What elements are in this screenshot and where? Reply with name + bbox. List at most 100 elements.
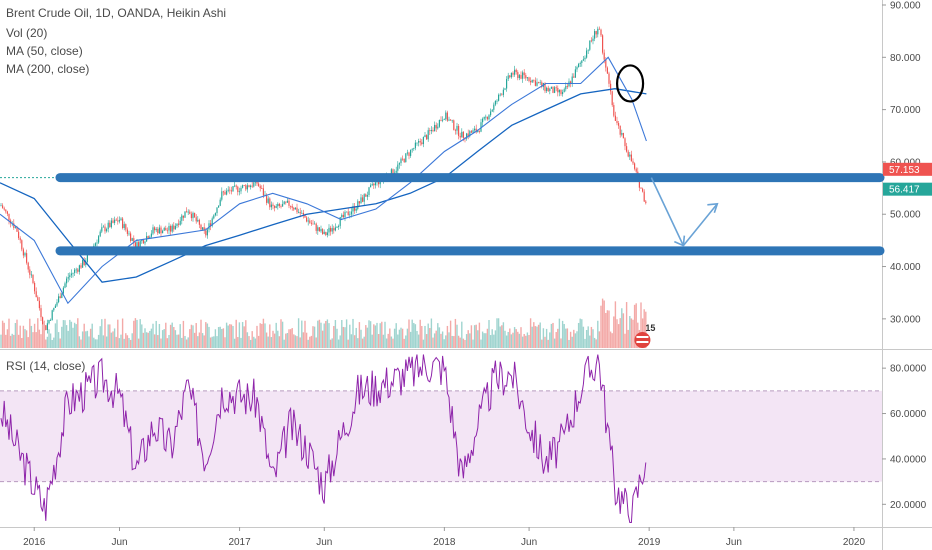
candle-body	[123, 224, 125, 229]
volume-bar	[397, 334, 399, 348]
volume-bar	[496, 318, 498, 348]
candle-body	[109, 222, 111, 228]
volume-bar	[309, 336, 311, 348]
candle-body	[584, 57, 586, 60]
volume-bar	[605, 312, 607, 348]
volume-bar	[91, 323, 93, 348]
candle-body	[290, 205, 292, 207]
candle-body	[61, 293, 63, 299]
candle-body	[342, 214, 344, 218]
event-badge-label: 15	[645, 323, 655, 333]
arrow-head-up	[707, 202, 719, 214]
candle-body	[558, 89, 560, 93]
candle-body	[298, 211, 300, 213]
volume-bar	[121, 318, 124, 348]
volume-bar	[149, 330, 151, 348]
volume-bar	[43, 321, 45, 348]
candle-body	[622, 133, 624, 139]
last-price-tag	[883, 162, 932, 176]
volume-bar	[462, 338, 465, 348]
candle-body	[22, 249, 24, 256]
candle-body	[603, 52, 605, 60]
volume-bar	[561, 320, 564, 348]
candle-body	[38, 300, 40, 309]
candle-body	[581, 60, 583, 63]
volume-bar	[40, 334, 42, 348]
candle-body	[392, 169, 394, 176]
candle-body	[331, 228, 333, 232]
volume-bar	[557, 328, 559, 348]
candle-body	[365, 194, 367, 197]
volume-bar	[89, 328, 92, 348]
volume-bar	[621, 308, 623, 348]
candle-body	[246, 185, 248, 190]
candle-body	[128, 233, 130, 235]
candle-body	[150, 233, 152, 237]
volume-bar	[581, 319, 583, 348]
volume-bar	[459, 337, 461, 348]
volume-bar	[99, 326, 101, 348]
volume-bar	[536, 326, 538, 348]
candle-body	[19, 237, 21, 241]
volume-bar	[624, 333, 626, 348]
volume-bar	[400, 327, 402, 348]
candle-body	[98, 236, 100, 243]
candle-body	[163, 228, 165, 231]
candle-body	[534, 80, 536, 86]
candle-body	[403, 158, 405, 163]
volume-bar	[371, 334, 373, 348]
candle-body	[83, 259, 85, 265]
candle-body	[197, 219, 199, 222]
candle-body	[326, 232, 328, 236]
volume-bar	[302, 332, 305, 348]
candle-body	[421, 142, 423, 145]
volume-bar	[133, 320, 135, 348]
volume-bar	[360, 329, 362, 348]
candle-body	[270, 204, 272, 208]
candle-body	[395, 170, 397, 173]
volume-bar	[1, 320, 4, 348]
candle-body	[333, 228, 335, 231]
volume-bar	[142, 332, 145, 348]
candle-body	[539, 82, 541, 84]
volume-bar	[534, 326, 537, 348]
volume-bar	[622, 313, 625, 348]
volume-bar	[539, 322, 541, 348]
volume-bar	[78, 336, 81, 348]
candle-body	[563, 89, 565, 93]
volume-bar	[145, 332, 148, 348]
candle-body	[472, 130, 474, 133]
volume-bar	[325, 320, 327, 348]
volume-bar	[645, 311, 647, 348]
candle-body	[280, 205, 282, 207]
volume-bar	[262, 318, 265, 348]
candle-body	[13, 223, 15, 228]
volume-bar	[411, 319, 413, 348]
candle-body	[206, 229, 208, 236]
volume-bar	[59, 338, 61, 348]
volume-bar	[520, 327, 522, 348]
volume-bar	[41, 324, 44, 348]
candle-body	[141, 239, 143, 242]
volume-bar	[280, 319, 282, 348]
volume-bar	[321, 330, 324, 348]
candle-body	[187, 211, 189, 213]
candle-body	[72, 272, 74, 274]
candle-body	[405, 153, 407, 163]
candle-body	[446, 112, 448, 121]
volume-bar	[253, 336, 255, 348]
candle-body	[221, 191, 223, 200]
volume-bar	[416, 330, 418, 348]
volume-bar	[336, 328, 338, 348]
volume-bar	[299, 337, 301, 348]
volume-bar	[597, 320, 599, 348]
arrow-head-down	[674, 235, 686, 247]
volume-bar	[197, 336, 199, 348]
volume-bar	[176, 334, 178, 348]
candle-body	[510, 72, 512, 78]
candle-body	[293, 207, 295, 210]
candle-body	[282, 204, 284, 207]
candle-body	[610, 83, 612, 92]
volume-bar	[517, 331, 519, 348]
